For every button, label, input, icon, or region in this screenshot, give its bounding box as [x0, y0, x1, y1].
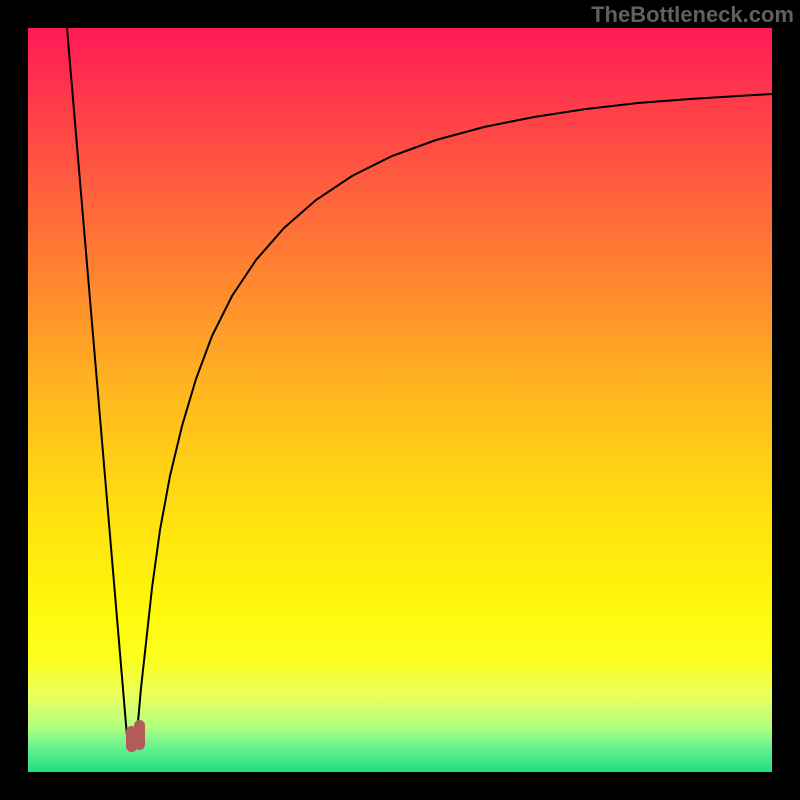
watermark-text: TheBottleneck.com: [591, 2, 794, 28]
chart-container: TheBottleneck.com: [0, 0, 800, 800]
plot-area: [28, 28, 772, 772]
right-curve-line: [136, 94, 772, 748]
marker-2: [134, 720, 145, 750]
left-curve-line: [67, 28, 128, 748]
curves-svg: [28, 28, 772, 772]
